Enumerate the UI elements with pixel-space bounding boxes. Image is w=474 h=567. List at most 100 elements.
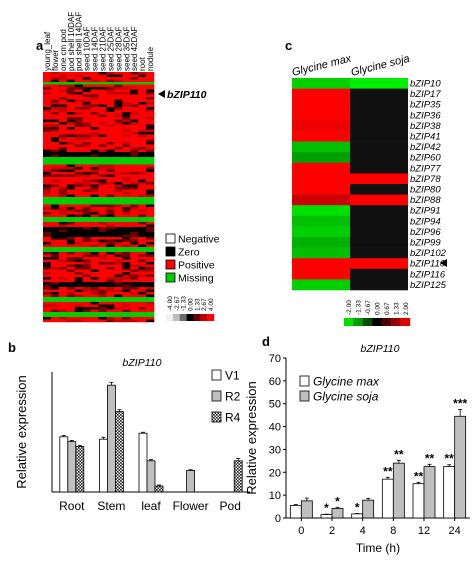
heatmap-a-cell: [138, 99, 147, 103]
gene-label: bZIP77: [410, 163, 441, 174]
heatmap-a-cell: [58, 164, 68, 168]
heatmap-a-cell: [122, 177, 131, 180]
heatmap-a-cell: [82, 107, 91, 110]
heatmap-a-cell: [58, 97, 68, 100]
heatmap-a-cell: [58, 89, 68, 93]
heatmap-a-cell: [98, 319, 107, 323]
heatmap-a-cell: [122, 224, 131, 228]
heatmap-c-cell: [292, 162, 350, 174]
heatmap-a-cell: [50, 139, 60, 143]
heatmap-a-cell: [130, 179, 139, 183]
heatmap-a-cell: [90, 247, 99, 250]
heatmap-a-cell: [82, 202, 91, 205]
heatmap-a-cell: [50, 224, 60, 228]
heatmap-a-cell: [146, 304, 155, 308]
heatmap-a-cell: [74, 162, 83, 165]
heatmap-a-cell: [58, 279, 68, 283]
heatmap-a-cell: [43, 87, 52, 90]
heatmap-a-cell: [122, 109, 131, 113]
heatmap-a-cell: [50, 189, 60, 193]
scale-a-swatch: [200, 314, 208, 321]
heatmap-a-cell: [58, 212, 68, 215]
heatmap-a-cell: [106, 284, 115, 288]
heatmap-a-cell: [50, 167, 60, 170]
heatmap-a-cell: [90, 212, 99, 215]
heatmap-a-cell: [130, 94, 139, 98]
heatmap-a-cell: [138, 182, 147, 185]
heatmap-a-cell: [74, 274, 83, 278]
heatmap-a-cell: [114, 189, 123, 193]
heatmap-a-cell: [50, 119, 60, 123]
heatmap-a-cell: [106, 147, 115, 150]
heatmap-a-cell: [138, 222, 147, 225]
heatmap-a-cell: [82, 174, 91, 178]
heatmap-a-cell: [122, 297, 131, 300]
heatmap-a-column-label: seed 25DAF: [106, 26, 115, 71]
heatmap-a-cell: [106, 152, 115, 155]
heatmap-a-cell: [66, 97, 76, 100]
heatmap-a-cell: [90, 149, 99, 153]
heatmap-a-cell: [138, 72, 147, 75]
heatmap-a-cell: [146, 234, 155, 238]
heatmap-a-cell: [146, 137, 155, 140]
heatmap-c-cell: [350, 141, 408, 153]
heatmap-a-cell: [50, 262, 60, 265]
heatmap-a-cell: [122, 139, 131, 143]
heatmap-a-cell: [82, 172, 91, 175]
heatmap-a-cell: [58, 297, 68, 300]
heatmap-a-cell: [122, 237, 131, 240]
heatmap-a-cell: [82, 177, 91, 180]
heatmap-a-cell: [130, 287, 139, 290]
heatmap-a-cell: [114, 312, 123, 315]
heatmap-a-cell: [90, 184, 99, 188]
heatmap-a-cell: [82, 142, 91, 145]
heatmap-a-cell: [114, 139, 123, 143]
heatmap-a-cell: [138, 212, 147, 215]
heatmap-a-cell: [98, 79, 107, 83]
heatmap-a-cell: [114, 247, 123, 250]
heatmap-a-cell: [66, 229, 76, 233]
heatmap-a-cell: [58, 119, 68, 123]
heatmap-a-cell: [82, 112, 91, 115]
heatmap-c-cell: [292, 88, 350, 100]
heatmap-a-cell: [122, 272, 131, 275]
heatmap-a-cell: [66, 144, 76, 148]
heatmap-a-cell: [43, 162, 52, 165]
x-tick-label: 4: [360, 525, 366, 537]
legend-swatch: [299, 375, 310, 387]
heatmap-a-cell: [66, 109, 76, 113]
heatmap-a-cell: [98, 149, 107, 153]
heatmap-a-cell: [106, 89, 115, 93]
heatmap-c-cell: [292, 131, 350, 142]
heatmap-a-cell: [106, 114, 115, 118]
heatmap-a-cell: [82, 219, 91, 223]
heatmap-c-column-soja: Glycine soja: [350, 53, 411, 79]
heatmap-a-cell: [106, 154, 115, 158]
heatmap-a-cell: [122, 222, 131, 225]
heatmap-a-cell: [98, 117, 107, 120]
heatmap-a-cell: [130, 184, 139, 188]
heatmap-a-cell: [138, 117, 147, 120]
heatmap-a-cell: [122, 162, 131, 165]
heatmap-a-cell: [82, 87, 91, 90]
heatmap-a-cell: [146, 162, 155, 165]
heatmap-a-cell: [43, 134, 52, 138]
heatmap-a-cell: [82, 274, 91, 278]
heatmap-a-cell: [130, 119, 139, 123]
heatmap-a-cell: [130, 294, 139, 298]
heatmap-a-cell: [106, 127, 115, 130]
heatmap-a-cell: [58, 159, 68, 163]
heatmap-a-cell: [58, 147, 68, 150]
heatmap-a-cell: [138, 184, 147, 188]
heatmap-a-cell: [50, 99, 60, 103]
heatmap-a-cell: [106, 97, 115, 100]
heatmap-a-cell: [114, 174, 123, 178]
heatmap-a-cell: [138, 192, 147, 195]
heatmap-a-cell: [98, 137, 107, 140]
heatmap-a-cell: [43, 289, 52, 293]
heatmap-a-cell: [66, 302, 76, 305]
heatmap-a-cell: [82, 117, 91, 120]
heatmap-a-cell: [106, 204, 115, 208]
heatmap-a-column-label: pod shell 14DAF: [75, 12, 84, 71]
